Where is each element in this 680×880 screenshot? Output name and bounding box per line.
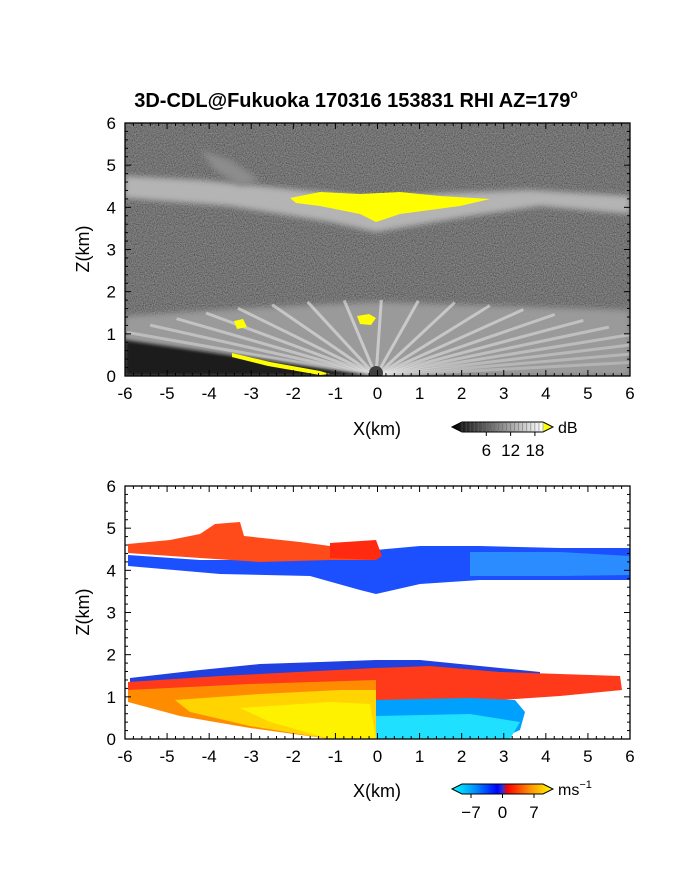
x-tick-label: -4: [202, 747, 217, 766]
beam-ray: [271, 303, 377, 376]
beam-ray: [149, 323, 377, 376]
reflectivity-colorbar: 6 12 18 dB: [450, 420, 578, 460]
y-tick-label: 6: [107, 477, 116, 496]
reflectivity-x-axis-label: X(km): [353, 419, 401, 439]
x-tick-label: 5: [583, 747, 592, 766]
y-tick-label: 0: [107, 367, 116, 386]
x-tick-label: 6: [625, 384, 634, 403]
y-tick-label: 3: [107, 604, 116, 623]
y-tick-label: 4: [107, 561, 116, 580]
y-tick-label: 5: [107, 156, 116, 175]
velocity-upper-tongue: [330, 540, 382, 560]
velocity-colorbar-ticks: −7 0 7: [461, 794, 539, 822]
velocity-x-axis-label: X(km): [353, 781, 401, 801]
x-tick-label: -5: [160, 384, 175, 403]
figure-title: 3D-CDL@Fukuoka 170316 153831 RHI AZ=179o: [134, 87, 578, 112]
x-tick-label: 4: [541, 384, 550, 403]
beam-ray: [306, 300, 378, 376]
reflectivity-lower-core: [357, 314, 376, 325]
reflectivity-upper-plume: [200, 150, 260, 186]
y-tick-label: 5: [107, 519, 116, 538]
reflectivity-image: [125, 123, 630, 376]
x-tick-label: 3: [499, 384, 508, 403]
beam-ray: [375, 308, 524, 376]
beam-ray: [176, 317, 377, 376]
velocity-colorbar: −7 0 7 ms−1: [450, 779, 592, 822]
x-tick-label: -3: [244, 747, 259, 766]
beam-ray: [374, 300, 420, 376]
velocity-panel: -6 -5 -4 -3 -2 -1 0 1 2 3 4 5 6 0 1 2 3 4 5 6 X(km) Z(km) −…: [73, 477, 635, 822]
reflectivity-axis-ticks: -6 -5 -4 -3 -2 -1 0 1 2 3 4 5 6 0 1 2 3 4 5 6: [107, 114, 635, 403]
x-tick-label: 0: [373, 747, 382, 766]
x-tick-label: -4: [202, 384, 217, 403]
x-tick-label: 6: [625, 747, 634, 766]
x-tick-label: -6: [117, 384, 132, 403]
velocity-axis-ticks: -6 -5 -4 -3 -2 -1 0 1 2 3 4 5 6 0 1 2 3 4 5 6: [107, 477, 635, 766]
velocity-upper-positive: [128, 522, 376, 562]
colorbar-tick-label: 6: [482, 441, 491, 460]
x-tick-label: 2: [457, 747, 466, 766]
x-tick-label: -1: [328, 747, 343, 766]
x-tick-label: 2: [457, 384, 466, 403]
x-tick-label: 1: [415, 747, 424, 766]
beam-ray: [375, 304, 491, 376]
velocity-lower-yellow-core: [240, 702, 376, 739]
x-tick-label: -5: [160, 747, 175, 766]
beam-ray: [375, 361, 630, 376]
colorbar-tick-label: 18: [525, 441, 544, 460]
y-tick-label: 0: [107, 730, 116, 749]
beam-ray: [375, 318, 584, 376]
beam-ray: [126, 330, 377, 376]
velocity-y-axis-label: Z(km): [73, 589, 93, 636]
y-tick-label: 1: [107, 688, 116, 707]
reflectivity-colorbar-unit: dB: [558, 420, 578, 437]
beam-ray: [375, 325, 610, 376]
x-tick-label: 3: [499, 747, 508, 766]
x-tick-label: 0: [373, 384, 382, 403]
velocity-lower-negative-cyan: [376, 714, 520, 739]
reflectivity-lower-core-2: [234, 319, 247, 329]
colorbar-tick-label: 0: [498, 803, 507, 822]
y-tick-label: 3: [107, 241, 116, 260]
y-tick-label: 4: [107, 198, 116, 217]
reflectivity-y-axis-label: Z(km): [73, 226, 93, 273]
x-tick-label: 4: [541, 747, 550, 766]
beam-ray: [375, 352, 630, 376]
y-tick-label: 6: [107, 114, 116, 133]
velocity-colorbar-bar: [450, 783, 555, 795]
y-tick-label: 2: [107, 646, 116, 665]
colorbar-tick-label: 12: [501, 441, 520, 460]
beam-ray: [375, 343, 630, 376]
beam-ray: [205, 311, 377, 376]
beam-ray: [374, 301, 456, 376]
velocity-image: [125, 486, 630, 739]
x-tick-label: -2: [286, 384, 301, 403]
x-tick-label: 5: [583, 384, 592, 403]
reflectivity-radar-site: [369, 366, 383, 376]
velocity-upper-negative-light: [470, 552, 630, 576]
x-tick-label: -6: [117, 747, 132, 766]
beam-ray: [375, 313, 556, 376]
beam-ray: [237, 306, 377, 376]
x-tick-label: -1: [328, 384, 343, 403]
reflectivity-upper-core: [290, 192, 490, 222]
y-tick-label: 1: [107, 325, 116, 344]
beam-ray: [375, 333, 630, 376]
colorbar-tick-label: −7: [461, 803, 480, 822]
x-tick-label: 1: [415, 384, 424, 403]
x-tick-label: -3: [244, 384, 259, 403]
beam-ray: [342, 299, 378, 376]
beam-ray: [374, 299, 383, 376]
velocity-colorbar-unit: ms−1: [558, 779, 592, 799]
x-tick-label: -2: [286, 747, 301, 766]
y-tick-label: 2: [107, 283, 116, 302]
reflectivity-ground-clutter: [232, 353, 330, 375]
reflectivity-colorbar-ticks: 6 12 18: [461, 422, 544, 460]
colorbar-tick-label: 7: [529, 803, 538, 822]
